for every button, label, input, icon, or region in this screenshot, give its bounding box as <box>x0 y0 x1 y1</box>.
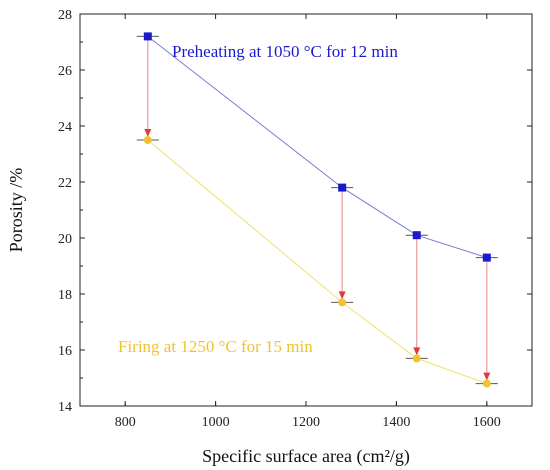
x-tick-label: 1200 <box>292 415 320 430</box>
y-tick-label: 16 <box>58 344 72 359</box>
y-tick-label: 22 <box>58 176 72 191</box>
y-tick-label: 14 <box>58 400 72 415</box>
drop-arrow-head <box>338 291 346 300</box>
data-point-square <box>412 231 421 240</box>
series-line-1 <box>147 139 487 385</box>
data-point-circle <box>482 379 491 388</box>
y-tick-label: 20 <box>58 232 72 247</box>
data-point-square <box>338 183 347 192</box>
y-tick-label: 28 <box>58 8 72 23</box>
firing-annotation: Firing at 1250 °C for 15 min <box>118 337 313 356</box>
data-point-circle <box>338 298 347 307</box>
data-point-circle <box>143 136 152 144</box>
drop-arrow-head <box>144 129 152 137</box>
data-point-square <box>143 32 152 41</box>
y-tick-label: 18 <box>58 288 72 303</box>
y-axis-title: Porosity /% <box>6 168 26 253</box>
data-point-circle <box>412 354 421 363</box>
drop-arrows <box>144 40 491 381</box>
y-tick-label: 26 <box>58 64 72 79</box>
y-tick-label: 24 <box>58 120 72 135</box>
series-markers <box>136 32 498 388</box>
x-axis-ticks: 800 1000 1200 1400 1600 <box>115 14 501 430</box>
series-lines <box>147 36 487 385</box>
x-tick-label: 1600 <box>473 415 501 430</box>
x-tick-label: 1400 <box>382 415 410 430</box>
drop-arrow-head <box>413 347 421 356</box>
data-point-square <box>482 253 491 262</box>
series-line-0 <box>147 36 487 259</box>
x-tick-label: 1000 <box>202 415 230 430</box>
x-tick-label: 800 <box>115 415 136 430</box>
drop-arrow-head <box>483 372 491 381</box>
x-axis-title: Specific surface area (cm²/g) <box>202 446 410 467</box>
preheating-annotation: Preheating at 1050 °C for 12 min <box>172 42 398 61</box>
y-axis-ticks: 14 16 18 20 22 24 26 28 <box>58 8 532 415</box>
